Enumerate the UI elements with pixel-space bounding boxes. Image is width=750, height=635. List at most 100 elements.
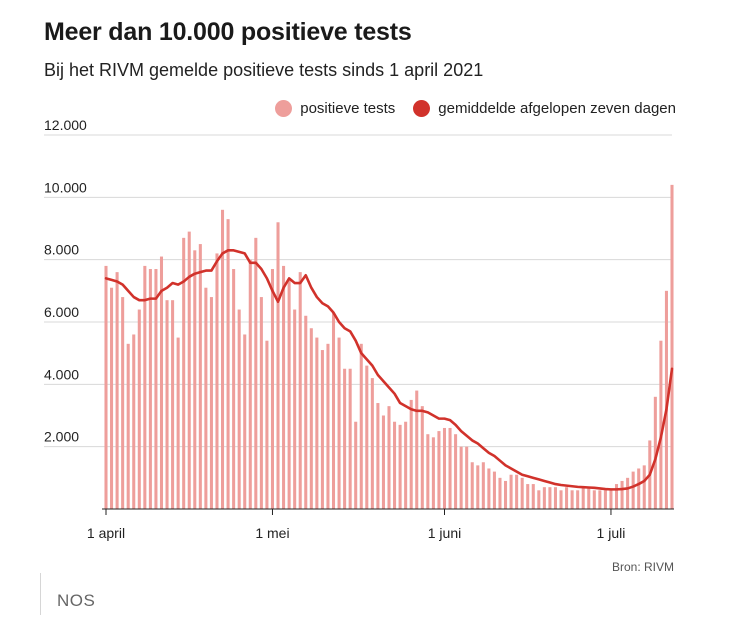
bar <box>659 340 663 509</box>
bar <box>565 487 569 509</box>
chart-legend: positieve tests gemiddelde afgelopen zev… <box>257 100 676 117</box>
y-tick-label: 8.000 <box>44 242 79 258</box>
bar <box>620 480 624 509</box>
bar <box>270 269 274 509</box>
bar <box>442 427 447 509</box>
bar <box>337 337 341 509</box>
brand-divider <box>40 573 41 615</box>
bar <box>526 484 530 509</box>
source-note: Bron: RIVM <box>611 560 674 574</box>
bar <box>465 446 469 509</box>
bar <box>115 272 119 509</box>
bar <box>515 474 519 509</box>
bar <box>542 487 546 509</box>
bar <box>415 390 419 509</box>
brand-logo: NOS <box>57 591 96 610</box>
bar <box>448 427 452 509</box>
bar <box>609 490 613 509</box>
bar <box>531 484 535 509</box>
bar <box>348 368 352 509</box>
bar <box>420 406 424 509</box>
bar <box>492 471 496 509</box>
bar <box>265 340 269 509</box>
bar <box>476 465 480 509</box>
legend-label-bars: positieve tests <box>300 100 396 117</box>
bar <box>637 468 641 509</box>
bar <box>431 437 435 509</box>
legend-swatch-bars <box>275 100 293 117</box>
bar <box>176 337 180 509</box>
bar <box>148 269 152 509</box>
bar <box>459 446 463 509</box>
bar <box>653 396 657 509</box>
bar <box>576 490 580 509</box>
bar <box>104 265 108 509</box>
bar <box>481 462 485 509</box>
legend-swatch-line <box>413 100 431 117</box>
bar <box>237 309 241 509</box>
bar <box>165 300 169 509</box>
bar <box>404 421 408 509</box>
bar <box>154 269 158 509</box>
bar <box>232 269 236 509</box>
y-tick-label: 10.000 <box>44 179 87 195</box>
bar <box>614 484 619 509</box>
bar <box>315 337 319 509</box>
bar <box>509 474 513 509</box>
bar <box>320 350 324 509</box>
y-tick-label: 6.000 <box>44 304 79 320</box>
bar <box>215 253 219 509</box>
bar <box>198 244 202 510</box>
bar <box>498 477 502 509</box>
bar <box>226 219 230 509</box>
chart-subtitle: Bij het RIVM gemelde positieve tests sin… <box>44 60 484 80</box>
x-tick-label: 1 mei <box>255 525 289 541</box>
bar <box>193 250 197 510</box>
bar <box>137 309 141 509</box>
bar <box>537 490 541 509</box>
bar <box>376 403 380 509</box>
bar <box>331 312 336 509</box>
bar <box>426 434 430 509</box>
bar <box>209 297 213 509</box>
bar <box>121 297 125 509</box>
bar <box>282 265 286 509</box>
y-tick-label: 12.000 <box>44 117 87 133</box>
bar <box>293 309 297 509</box>
bar <box>548 487 552 509</box>
bar <box>437 431 441 509</box>
bar <box>470 462 474 509</box>
bar <box>387 406 391 509</box>
bar <box>670 184 674 509</box>
bar <box>642 465 646 509</box>
y-tick-label: 2.000 <box>44 429 79 445</box>
bar <box>393 421 397 509</box>
bar <box>370 378 374 509</box>
bar <box>409 399 413 509</box>
chart-title: Meer dan 10.000 positieve tests <box>44 18 412 46</box>
bar <box>553 487 557 509</box>
x-tick-label: 1 juli <box>597 525 626 541</box>
bar <box>520 477 524 509</box>
bar <box>221 209 225 510</box>
bar <box>248 259 252 509</box>
bar <box>398 424 402 509</box>
bar <box>570 490 574 509</box>
bar <box>598 490 602 509</box>
bar <box>171 300 175 509</box>
x-tick-label: 1 april <box>87 525 125 541</box>
legend-label-line: gemiddelde afgelopen zeven dagen <box>438 100 676 117</box>
bar <box>504 480 508 509</box>
bar <box>603 490 607 509</box>
bar <box>559 490 563 509</box>
bar <box>243 334 247 509</box>
bar <box>365 365 369 509</box>
bar <box>187 231 191 509</box>
bar <box>143 265 147 509</box>
bar <box>304 315 308 509</box>
bar <box>110 287 114 509</box>
bar <box>298 272 302 509</box>
bar <box>204 287 208 509</box>
bar <box>343 368 347 509</box>
bar <box>259 297 263 509</box>
